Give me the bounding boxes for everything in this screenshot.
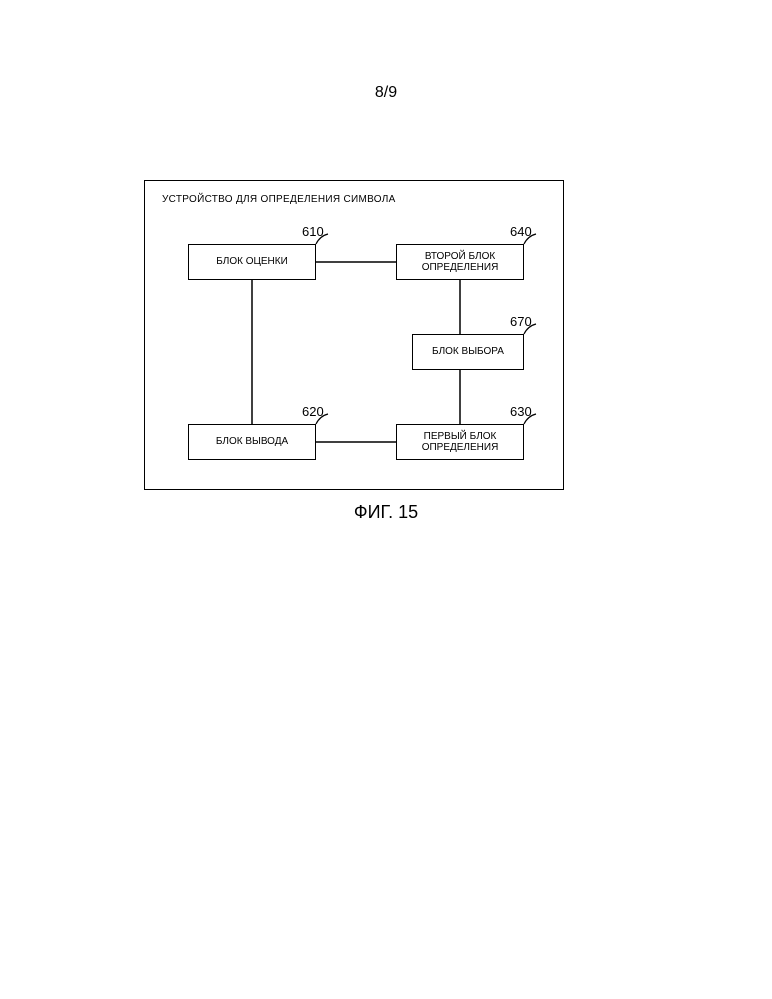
figure-caption: ФИГ. 15 <box>0 502 772 523</box>
page-number: 8/9 <box>0 84 772 102</box>
diagram-container: УСТРОЙСТВО ДЛЯ ОПРЕДЕЛЕНИЯ СИМВОЛА БЛОК … <box>144 180 564 490</box>
edges-svg <box>144 180 564 490</box>
